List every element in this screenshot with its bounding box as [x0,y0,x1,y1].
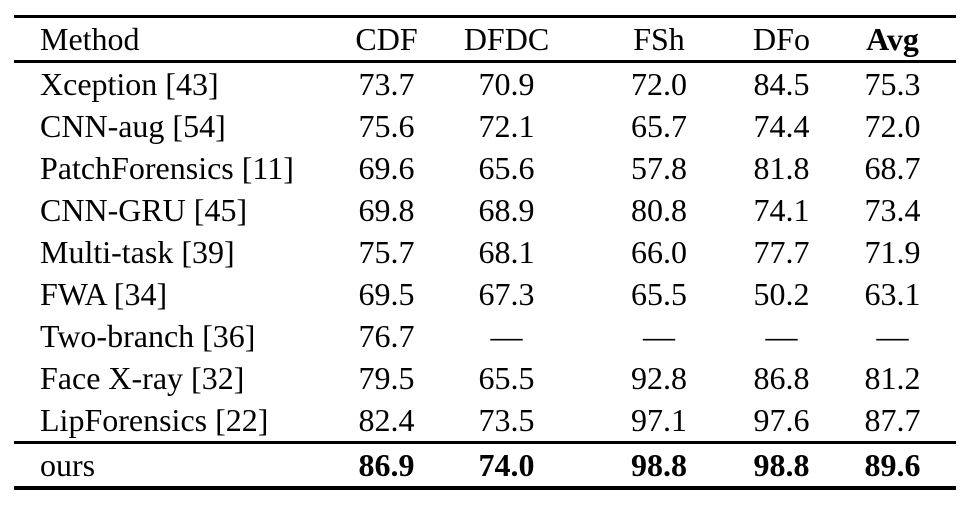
value-cell: 87.7 [864,402,921,438]
table-row: Two-branch [36] 76.7 — — — — [14,315,956,357]
value-cell: 74.4 [753,108,810,144]
value-cell: 65.5 [631,276,687,312]
value-cell: 84.5 [753,66,810,102]
header-row: Method CDF DFDC FSh DFo Avg [14,16,956,62]
column-header-method: Method [40,21,140,57]
value-cell-missing: — [765,318,798,354]
results-table: Method CDF DFDC FSh DFo Avg Xception [43… [14,15,956,490]
table-row: CNN-GRU [45] 69.8 68.9 80.8 74.1 73.4 [14,189,956,231]
table-row: FWA [34] 69.5 67.3 65.5 50.2 63.1 [14,273,956,315]
table-row: PatchForensics [11] 69.6 65.6 57.8 81.8 … [14,147,956,189]
method-cell: CNN-GRU [45] [40,192,248,228]
value-cell: 81.2 [864,360,921,396]
value-cell: 72.0 [864,108,921,144]
method-cell: CNN-aug [54] [40,108,226,144]
value-cell: 81.8 [753,150,810,186]
method-cell: FWA [34] [40,276,168,312]
value-cell: 75.6 [358,108,415,144]
value-cell: 69.5 [358,276,415,312]
method-cell: Multi-task [39] [40,234,235,270]
value-cell: 74.1 [753,192,810,228]
table-row: Face X-ray [32] 79.5 65.5 92.8 86.8 81.2 [14,357,956,399]
table-row-ours: ours 86.9 74.0 98.8 98.8 89.6 [14,442,956,488]
value-cell: 92.8 [631,360,687,396]
value-cell: 80.8 [631,192,687,228]
value-cell-bold: 98.8 [631,447,687,483]
value-cell: 50.2 [753,276,810,312]
method-cell: Xception [43] [40,66,219,102]
table-row: Multi-task [39] 75.7 68.1 66.0 77.7 71.9 [14,231,956,273]
value-cell: 69.6 [358,150,415,186]
value-cell: 86.8 [753,360,810,396]
column-header-avg: Avg [866,21,919,57]
value-cell: 71.9 [864,234,921,270]
value-cell-bold: 74.0 [478,447,535,483]
value-cell: 63.1 [864,276,921,312]
value-cell-missing: — [876,318,909,354]
method-cell: Face X-ray [32] [40,360,245,396]
method-cell: LipForensics [22] [40,402,269,438]
value-cell: 73.4 [864,192,921,228]
value-cell: 97.1 [631,402,687,438]
method-cell: Two-branch [36] [40,318,256,354]
column-header-dfo: DFo [753,21,810,57]
value-cell: 69.8 [358,192,415,228]
value-cell-bold: 86.9 [358,447,415,483]
column-header-fsh: FSh [633,21,685,57]
method-cell: PatchForensics [11] [40,150,294,186]
table-row: LipForensics [22] 82.4 73.5 97.1 97.6 87… [14,399,956,443]
value-cell: 77.7 [753,234,810,270]
value-cell-bold: 89.6 [864,447,921,483]
value-cell: 75.7 [358,234,415,270]
value-cell: 72.1 [478,108,535,144]
value-cell: 79.5 [358,360,415,396]
value-cell: 73.7 [358,66,415,102]
value-cell: 68.7 [864,150,921,186]
value-cell: 65.7 [631,108,687,144]
value-cell-missing: — [643,318,675,354]
value-cell: 73.5 [478,402,535,438]
value-cell: 72.0 [631,66,687,102]
value-cell: 66.0 [631,234,687,270]
table-row: Xception [43] 73.7 70.9 72.0 84.5 75.3 [14,62,956,106]
value-cell: 82.4 [358,402,415,438]
value-cell: 75.3 [864,66,921,102]
value-cell: 65.6 [478,150,535,186]
column-header-cdf: CDF [355,21,418,57]
value-cell: 68.9 [478,192,535,228]
value-cell: 70.9 [478,66,535,102]
value-cell-bold: 98.8 [753,447,810,483]
value-cell: 97.6 [753,402,810,438]
value-cell-missing: — [490,318,523,354]
value-cell: 65.5 [478,360,535,396]
method-cell-ours: ours [40,447,96,483]
value-cell: 67.3 [478,276,535,312]
table-row: CNN-aug [54] 75.6 72.1 65.7 74.4 72.0 [14,105,956,147]
value-cell: 76.7 [358,318,415,354]
column-header-dfdc: DFDC [463,21,550,57]
value-cell: 68.1 [478,234,535,270]
value-cell: 57.8 [631,150,687,186]
